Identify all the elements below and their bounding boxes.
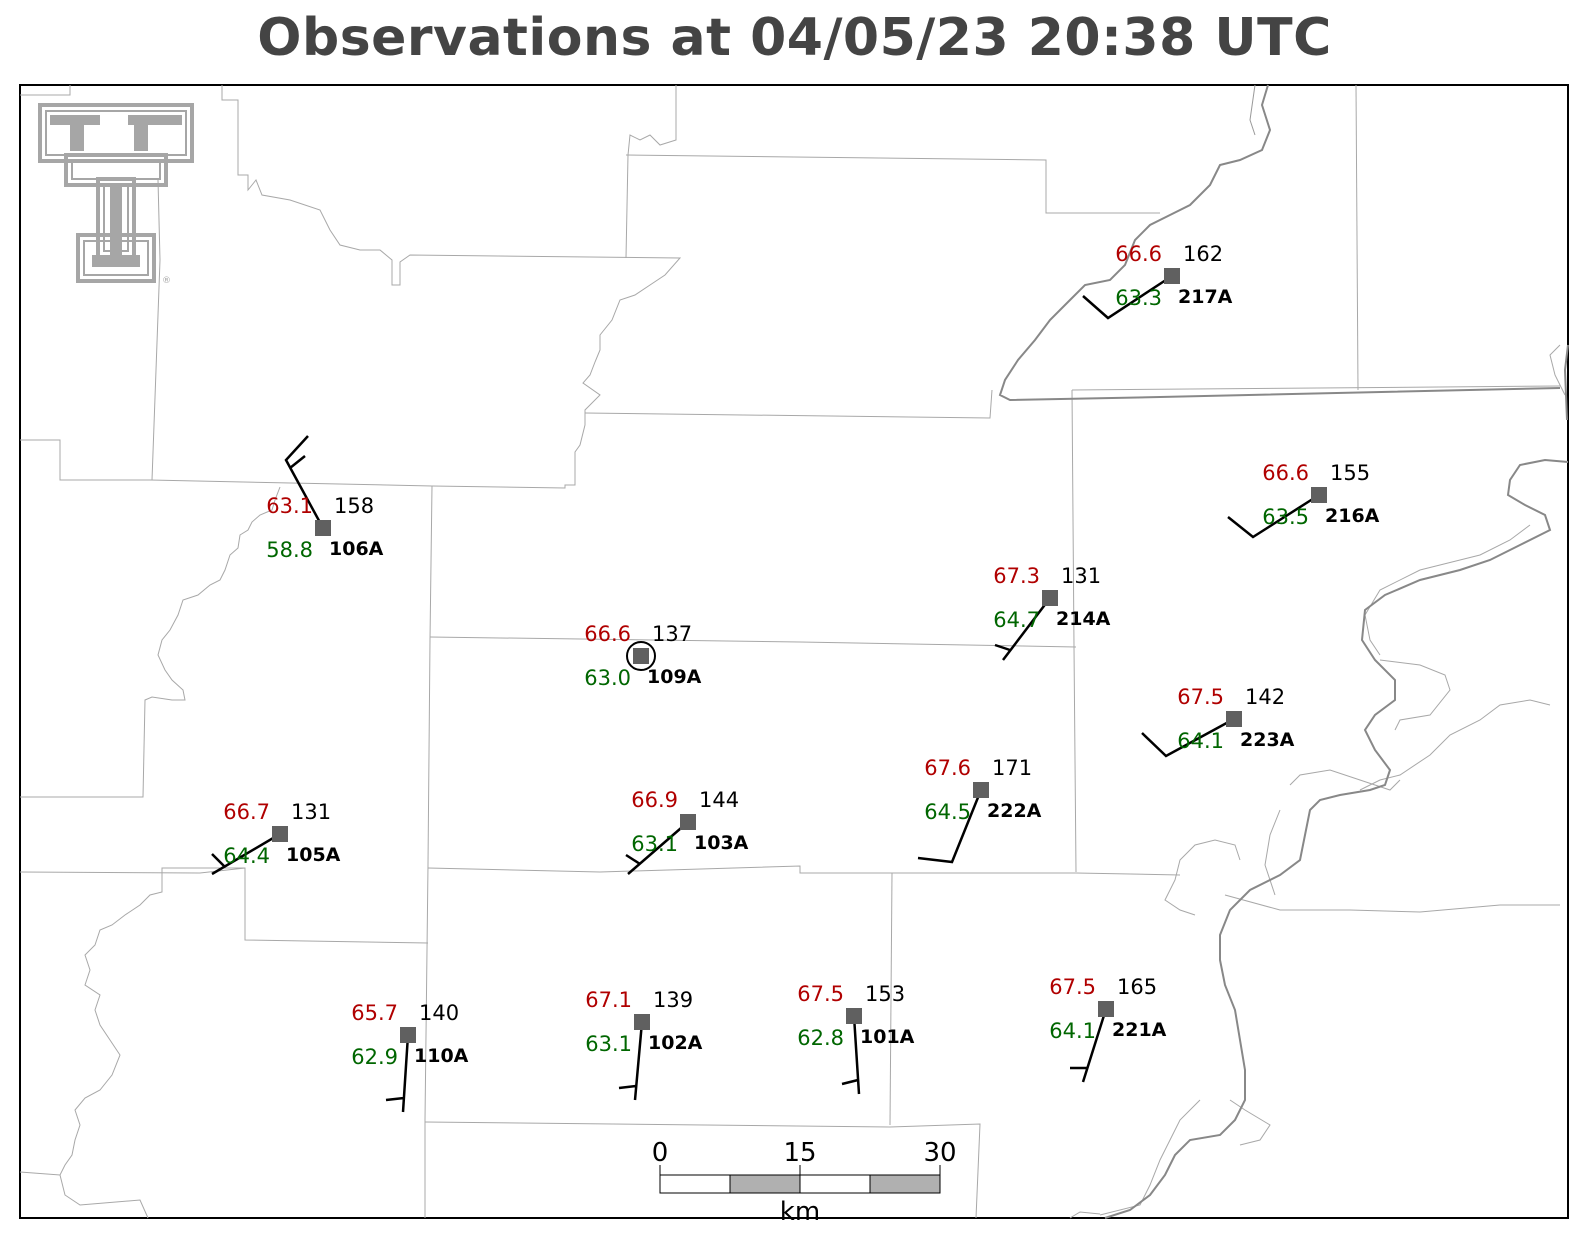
scale-tick-label: 15 (783, 1138, 816, 1168)
station-marker[interactable] (680, 814, 696, 830)
pressure-label: 144 (699, 788, 739, 812)
station-id-label: 105A (286, 844, 341, 866)
station-id-label: 222A (987, 800, 1042, 822)
dewpoint-label: 64.1 (1177, 729, 1224, 753)
scale-tick-label: 30 (923, 1138, 956, 1168)
station-id-label: 102A (648, 1032, 703, 1054)
station-id-label: 223A (1240, 729, 1295, 751)
temperature-label: 67.6 (924, 756, 971, 780)
dewpoint-label: 64.5 (924, 800, 971, 824)
pressure-label: 131 (1061, 564, 1101, 588)
dewpoint-label: 64.4 (223, 844, 270, 868)
registered-mark: ® (162, 276, 171, 286)
dewpoint-label: 62.8 (797, 1026, 844, 1050)
temperature-label: 66.9 (631, 788, 678, 812)
pressure-label: 131 (291, 800, 331, 824)
pressure-label: 140 (419, 1001, 459, 1025)
station-id-label: 214A (1056, 608, 1111, 630)
station-id-label: 110A (414, 1045, 469, 1067)
station-marker[interactable] (315, 520, 331, 536)
temperature-label: 67.5 (1177, 685, 1224, 709)
dewpoint-label: 64.7 (993, 608, 1040, 632)
station-id-label: 217A (1178, 286, 1233, 308)
dewpoint-label: 63.0 (584, 666, 631, 690)
dewpoint-label: 63.1 (585, 1032, 632, 1056)
station-id-label: 101A (860, 1026, 915, 1048)
dewpoint-label: 64.1 (1049, 1019, 1096, 1043)
station-marker[interactable] (633, 648, 649, 664)
pressure-label: 153 (865, 982, 905, 1006)
pressure-label: 142 (1245, 685, 1285, 709)
scale-tick-label: 0 (652, 1138, 669, 1168)
scale-unit-label: km (780, 1197, 820, 1227)
pressure-label: 171 (992, 756, 1032, 780)
temperature-label: 67.5 (797, 982, 844, 1006)
dewpoint-label: 58.8 (266, 538, 313, 562)
temperature-label: 66.6 (1115, 242, 1162, 266)
station-id-label: 216A (1325, 505, 1380, 527)
station-marker[interactable] (1311, 487, 1327, 503)
temperature-label: 65.7 (351, 1001, 398, 1025)
temperature-label: 67.1 (585, 988, 632, 1012)
station-id-label: 221A (1112, 1019, 1167, 1041)
station-marker[interactable] (400, 1027, 416, 1043)
dewpoint-label: 63.5 (1262, 505, 1309, 529)
station-marker[interactable] (1226, 711, 1242, 727)
station-marker[interactable] (1042, 590, 1058, 606)
map-frame (20, 85, 1568, 1218)
temperature-label: 66.6 (584, 622, 631, 646)
station-marker[interactable] (846, 1008, 862, 1024)
dewpoint-label: 62.9 (351, 1045, 398, 1069)
pressure-label: 165 (1117, 975, 1157, 999)
pressure-label: 139 (653, 988, 693, 1012)
pressure-label: 137 (652, 622, 692, 646)
pressure-label: 155 (1330, 461, 1370, 485)
dewpoint-label: 63.3 (1115, 286, 1162, 310)
station-marker[interactable] (973, 782, 989, 798)
temperature-label: 67.5 (1049, 975, 1096, 999)
station-marker[interactable] (272, 826, 288, 842)
pressure-label: 158 (334, 494, 374, 518)
station-marker[interactable] (1164, 268, 1180, 284)
station-id-label: 106A (329, 538, 384, 560)
dewpoint-label: 63.1 (631, 832, 678, 856)
temperature-label: 66.6 (1262, 461, 1309, 485)
station-id-label: 109A (647, 666, 702, 688)
station-id-label: 103A (694, 832, 749, 854)
temperature-label: 63.1 (266, 494, 313, 518)
pressure-label: 162 (1183, 242, 1223, 266)
temperature-label: 67.3 (993, 564, 1040, 588)
station-marker[interactable] (634, 1014, 650, 1030)
station-marker[interactable] (1098, 1001, 1114, 1017)
temperature-label: 66.7 (223, 800, 270, 824)
